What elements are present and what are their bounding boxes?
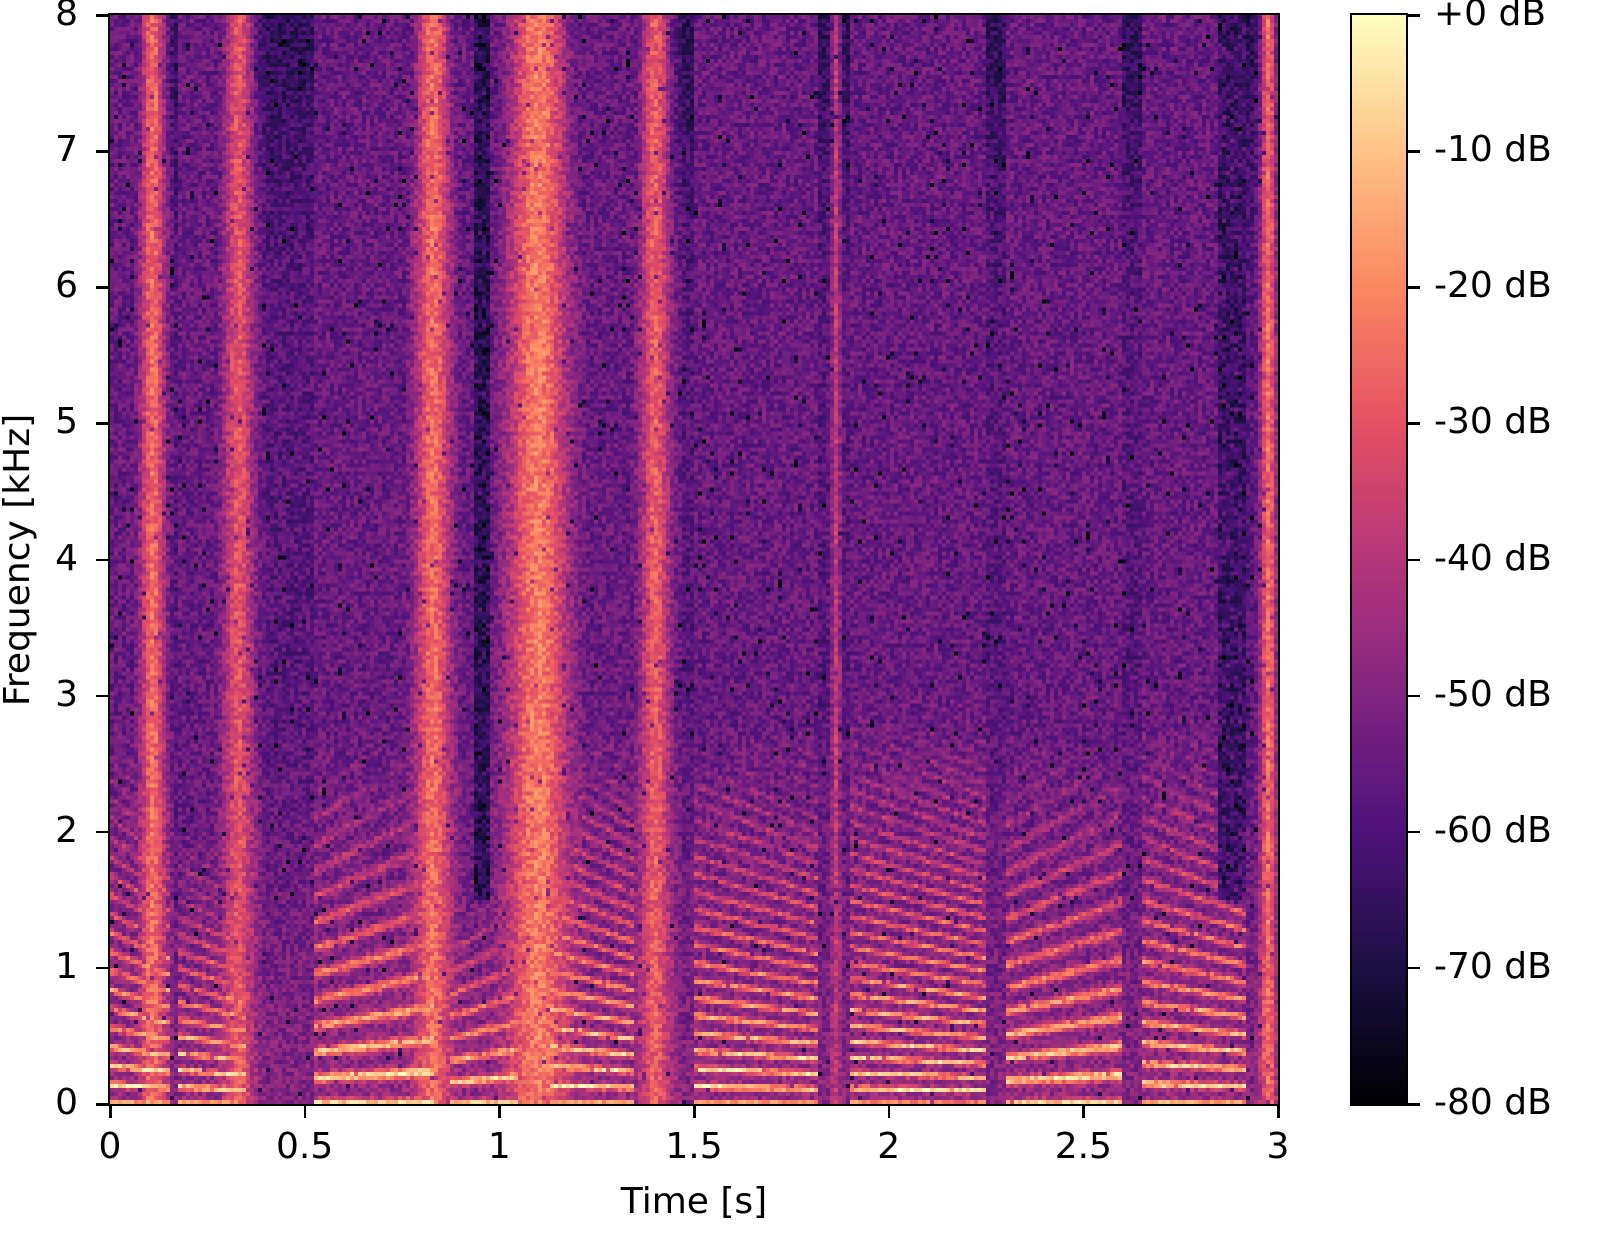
y-tick-label: 6 xyxy=(55,265,78,307)
colorbar-tick-label: -70 dB xyxy=(1434,945,1552,987)
colorbar-tick-label: -80 dB xyxy=(1434,1082,1552,1123)
y-tick-label: 7 xyxy=(55,129,78,171)
y-tick-mark xyxy=(96,422,110,425)
x-tick-mark xyxy=(1082,1104,1085,1118)
colorbar-tick-mark xyxy=(1406,14,1420,17)
x-tick-mark xyxy=(498,1104,501,1118)
colorbar-tick-mark xyxy=(1406,830,1420,834)
y-tick-label: 2 xyxy=(55,809,78,851)
colorbar-tick-mark xyxy=(1406,1103,1420,1106)
y-tick-label: 8 xyxy=(55,0,78,34)
x-tick-label: 0.5 xyxy=(276,1126,334,1167)
colorbar-tick-label: -30 dB xyxy=(1434,401,1552,443)
y-tick-mark xyxy=(96,1103,110,1106)
colorbar-tick-mark xyxy=(1406,286,1420,289)
y-tick-label: 3 xyxy=(55,673,78,715)
y-tick-mark xyxy=(96,830,110,834)
y-tick-label: 1 xyxy=(55,945,78,987)
colorbar-tick-label: -20 dB xyxy=(1434,265,1552,307)
x-axis-label: Time [s] xyxy=(620,1181,768,1222)
x-tick-label: 1.5 xyxy=(665,1126,723,1167)
colorbar xyxy=(1350,13,1408,1106)
x-tick-label: 2 xyxy=(877,1126,901,1167)
colorbar-tick-label: -60 dB xyxy=(1434,809,1552,851)
colorbar-tick-label: -40 dB xyxy=(1434,537,1552,579)
colorbar-tick-label: -10 dB xyxy=(1434,129,1552,171)
y-tick-label: 4 xyxy=(55,537,78,579)
x-tick-label: 1 xyxy=(487,1126,511,1167)
colorbar-tick-label: +0 dB xyxy=(1434,0,1547,34)
colorbar-tick-mark xyxy=(1406,558,1420,561)
x-tick-mark xyxy=(303,1104,307,1118)
y-tick-mark xyxy=(96,14,110,17)
colorbar-tick-mark xyxy=(1406,150,1420,153)
spectrogram-image xyxy=(110,15,1278,1104)
spectrogram-plot-area xyxy=(108,13,1280,1106)
y-tick-mark xyxy=(96,694,110,698)
colorbar-tick-mark xyxy=(1406,966,1420,970)
x-tick-mark xyxy=(1277,1104,1280,1118)
y-tick-mark xyxy=(96,286,110,289)
x-tick-label: 0 xyxy=(98,1126,122,1167)
colorbar-tick-mark xyxy=(1406,694,1420,698)
y-tick-mark xyxy=(96,558,110,561)
y-tick-mark xyxy=(96,966,110,970)
colorbar-gradient xyxy=(1352,15,1406,1104)
y-tick-label: 5 xyxy=(55,401,78,443)
x-tick-mark xyxy=(887,1104,891,1118)
x-tick-mark xyxy=(109,1104,112,1118)
colorbar-tick-label: -50 dB xyxy=(1434,673,1552,715)
x-tick-mark xyxy=(693,1104,696,1118)
colorbar-tick-mark xyxy=(1406,422,1420,425)
x-tick-label: 2.5 xyxy=(1054,1126,1112,1167)
x-tick-label: 3 xyxy=(1266,1126,1290,1167)
y-axis-label: Frequency [kHz] xyxy=(0,413,38,707)
y-tick-mark xyxy=(96,150,110,153)
y-tick-label: 0 xyxy=(55,1082,78,1123)
